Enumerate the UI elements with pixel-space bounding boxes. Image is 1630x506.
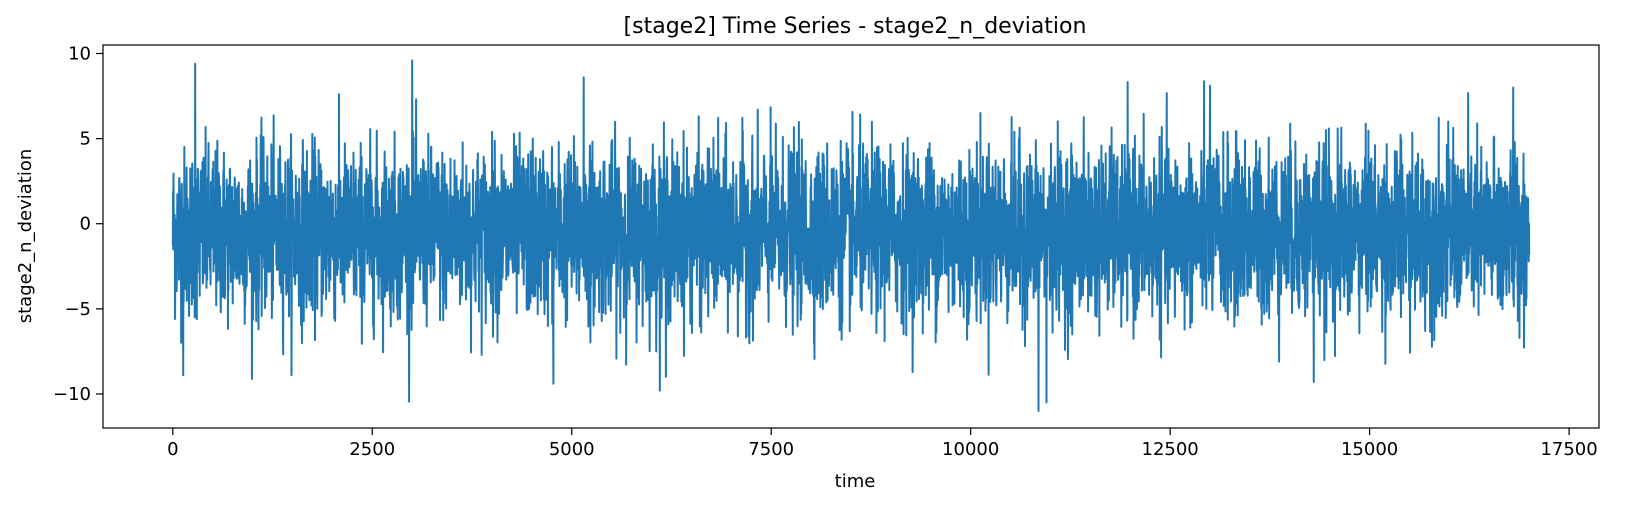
series-group bbox=[171, 59, 1531, 412]
y-tick-label: 5 bbox=[80, 129, 91, 150]
y-axis-label: stage2_n_deviation bbox=[15, 149, 36, 324]
plot-frame bbox=[102, 44, 1600, 429]
series-line bbox=[171, 59, 1531, 412]
y-tick-label: −5 bbox=[64, 299, 91, 320]
x-tick-label: 17500 bbox=[1540, 439, 1597, 460]
y-tick-label: −10 bbox=[53, 384, 91, 405]
y-tick-label: 0 bbox=[80, 214, 91, 235]
x-axis-label: time bbox=[835, 471, 876, 492]
x-tick-label: 0 bbox=[167, 439, 178, 460]
x-axis: 0 2500 5000 7500 10000 12500 15000 17500 bbox=[167, 428, 1598, 460]
x-tick-label: 15000 bbox=[1341, 439, 1398, 460]
x-tick-label: 5000 bbox=[549, 439, 595, 460]
y-axis: −10 −5 0 5 10 bbox=[53, 44, 103, 405]
x-tick-label: 7500 bbox=[748, 439, 794, 460]
plot-area bbox=[102, 44, 1600, 429]
x-tick-label: 10000 bbox=[942, 439, 999, 460]
x-tick-label: 12500 bbox=[1142, 439, 1199, 460]
y-tick-label: 10 bbox=[68, 44, 91, 65]
chart-title: [stage2] Time Series - stage2_n_deviatio… bbox=[624, 14, 1087, 39]
x-tick-label: 2500 bbox=[349, 439, 395, 460]
